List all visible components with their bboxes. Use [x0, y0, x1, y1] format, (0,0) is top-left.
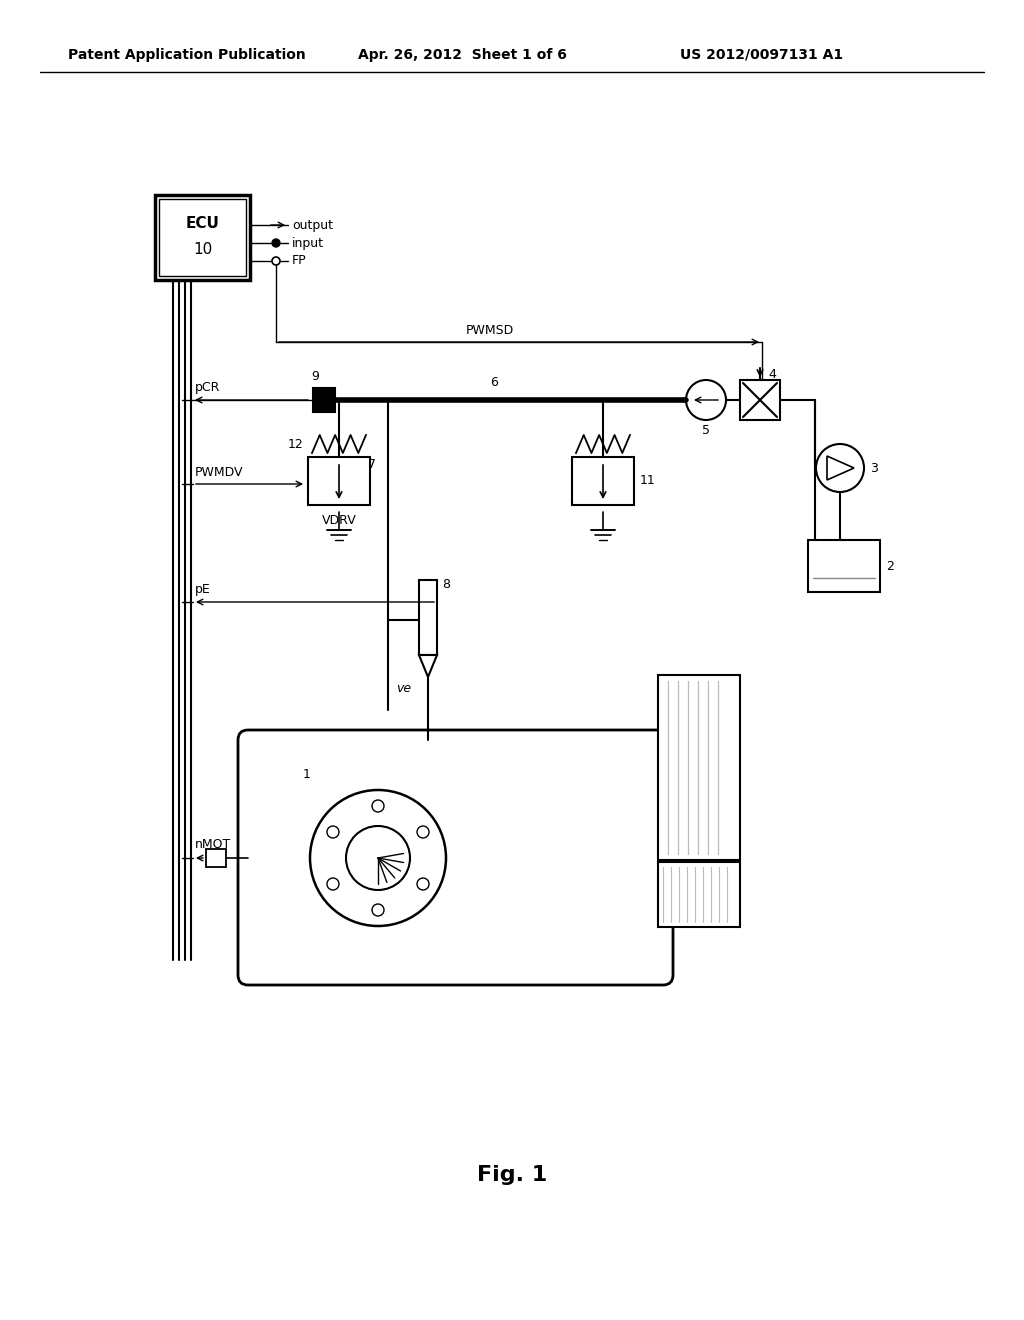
- Bar: [159, 199, 246, 276]
- Circle shape: [272, 257, 280, 265]
- Bar: [313, 388, 335, 412]
- Text: ECU: ECU: [185, 215, 219, 231]
- Text: pCR: pCR: [195, 381, 220, 395]
- Bar: [206, 849, 226, 867]
- Text: 3: 3: [870, 462, 878, 474]
- Bar: [808, 540, 880, 591]
- Circle shape: [327, 826, 339, 838]
- Text: 5: 5: [702, 424, 710, 437]
- Circle shape: [417, 826, 429, 838]
- Text: 2: 2: [886, 560, 894, 573]
- Text: Patent Application Publication: Patent Application Publication: [68, 48, 306, 62]
- Text: output: output: [292, 219, 333, 231]
- Bar: [308, 457, 370, 506]
- Bar: [658, 675, 740, 861]
- Circle shape: [372, 800, 384, 812]
- Circle shape: [372, 904, 384, 916]
- Bar: [419, 579, 437, 655]
- Text: pE: pE: [195, 583, 211, 597]
- Circle shape: [816, 444, 864, 492]
- Text: nMOT: nMOT: [195, 837, 231, 850]
- Text: FP: FP: [292, 255, 306, 268]
- Bar: [740, 380, 780, 420]
- Text: 8: 8: [442, 578, 450, 591]
- Text: Apr. 26, 2012  Sheet 1 of 6: Apr. 26, 2012 Sheet 1 of 6: [358, 48, 567, 62]
- Text: input: input: [292, 236, 324, 249]
- Text: PWMSD: PWMSD: [466, 323, 514, 337]
- Text: 1: 1: [303, 768, 311, 781]
- Circle shape: [417, 878, 429, 890]
- Text: PWMDV: PWMDV: [195, 466, 244, 479]
- Text: US 2012/0097131 A1: US 2012/0097131 A1: [680, 48, 843, 62]
- Text: 4: 4: [768, 367, 776, 380]
- Polygon shape: [827, 455, 854, 480]
- Circle shape: [310, 789, 446, 927]
- Circle shape: [346, 826, 410, 890]
- Bar: [658, 862, 740, 927]
- Text: VDRV: VDRV: [322, 513, 356, 527]
- Text: Fig. 1: Fig. 1: [477, 1166, 547, 1185]
- Text: 6: 6: [490, 375, 498, 388]
- Circle shape: [272, 239, 280, 247]
- Circle shape: [686, 380, 726, 420]
- Polygon shape: [419, 655, 437, 677]
- Text: 10: 10: [193, 243, 212, 257]
- Text: 9: 9: [311, 370, 318, 383]
- Circle shape: [327, 878, 339, 890]
- Text: ve: ve: [396, 681, 411, 694]
- Text: 7: 7: [368, 458, 376, 471]
- Text: 12: 12: [288, 437, 303, 450]
- Text: 11: 11: [640, 474, 655, 487]
- Bar: [155, 195, 250, 280]
- Bar: [572, 457, 634, 506]
- FancyBboxPatch shape: [238, 730, 673, 985]
